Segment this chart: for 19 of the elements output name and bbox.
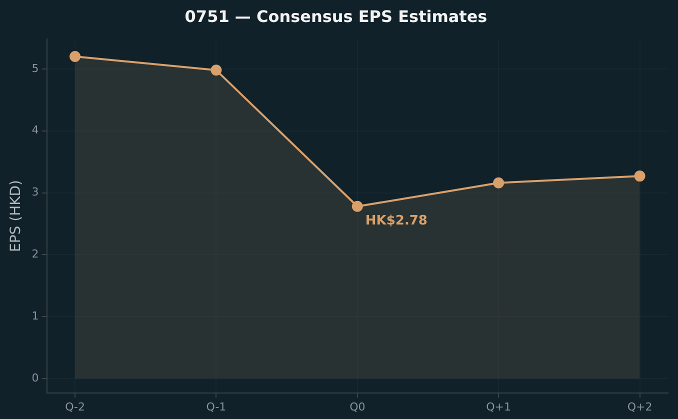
y-tick-label: 4 bbox=[32, 124, 39, 137]
x-tick-label: Q-2 bbox=[65, 400, 86, 414]
annotation: HK$2.78 bbox=[365, 213, 428, 228]
y-tick-label: 3 bbox=[32, 186, 39, 199]
x-tick-label: Q0 bbox=[350, 400, 366, 414]
point bbox=[210, 64, 222, 76]
chart-title: 0751 — Consensus EPS Estimates bbox=[184, 6, 488, 26]
y-axis-title: EPS (HKD) bbox=[8, 180, 24, 252]
point bbox=[493, 177, 504, 188]
point bbox=[352, 200, 363, 212]
x-tick-label: Q+2 bbox=[627, 400, 652, 414]
point bbox=[634, 170, 646, 182]
y-tick-label: 1 bbox=[32, 309, 39, 322]
y-tick-label: 0 bbox=[32, 371, 39, 384]
x-tick-label: Q-1 bbox=[206, 400, 226, 414]
y-tick-label: 5 bbox=[32, 62, 39, 75]
x-tick-label: Q+1 bbox=[486, 400, 512, 414]
point bbox=[70, 51, 81, 62]
y-tick-label: 2 bbox=[32, 248, 39, 261]
